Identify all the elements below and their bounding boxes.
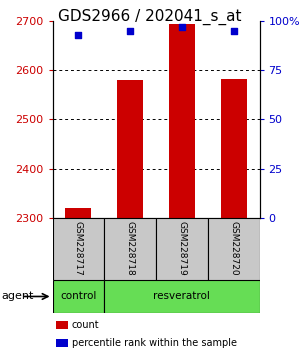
Text: GSM228718: GSM228718: [126, 221, 135, 276]
Text: GSM228717: GSM228717: [74, 221, 83, 276]
Text: agent: agent: [2, 291, 34, 302]
Text: GSM228720: GSM228720: [229, 221, 238, 276]
Bar: [208, 218, 260, 280]
Bar: [169, 24, 195, 218]
Bar: [52, 280, 104, 313]
Bar: [156, 218, 208, 280]
Point: [76, 32, 81, 38]
Text: GSM228719: GSM228719: [177, 221, 186, 276]
Point: [231, 28, 236, 34]
Point: [179, 24, 184, 30]
Text: percentile rank within the sample: percentile rank within the sample: [72, 338, 237, 348]
Bar: [221, 79, 247, 218]
Bar: [104, 280, 260, 313]
Point: [128, 28, 133, 34]
Text: control: control: [60, 291, 97, 302]
Text: resveratrol: resveratrol: [153, 291, 210, 302]
Text: GDS2966 / 202041_s_at: GDS2966 / 202041_s_at: [58, 9, 242, 25]
Bar: [65, 208, 91, 218]
Text: count: count: [72, 320, 100, 330]
Bar: [117, 80, 143, 218]
Bar: [104, 218, 156, 280]
Bar: [52, 218, 104, 280]
